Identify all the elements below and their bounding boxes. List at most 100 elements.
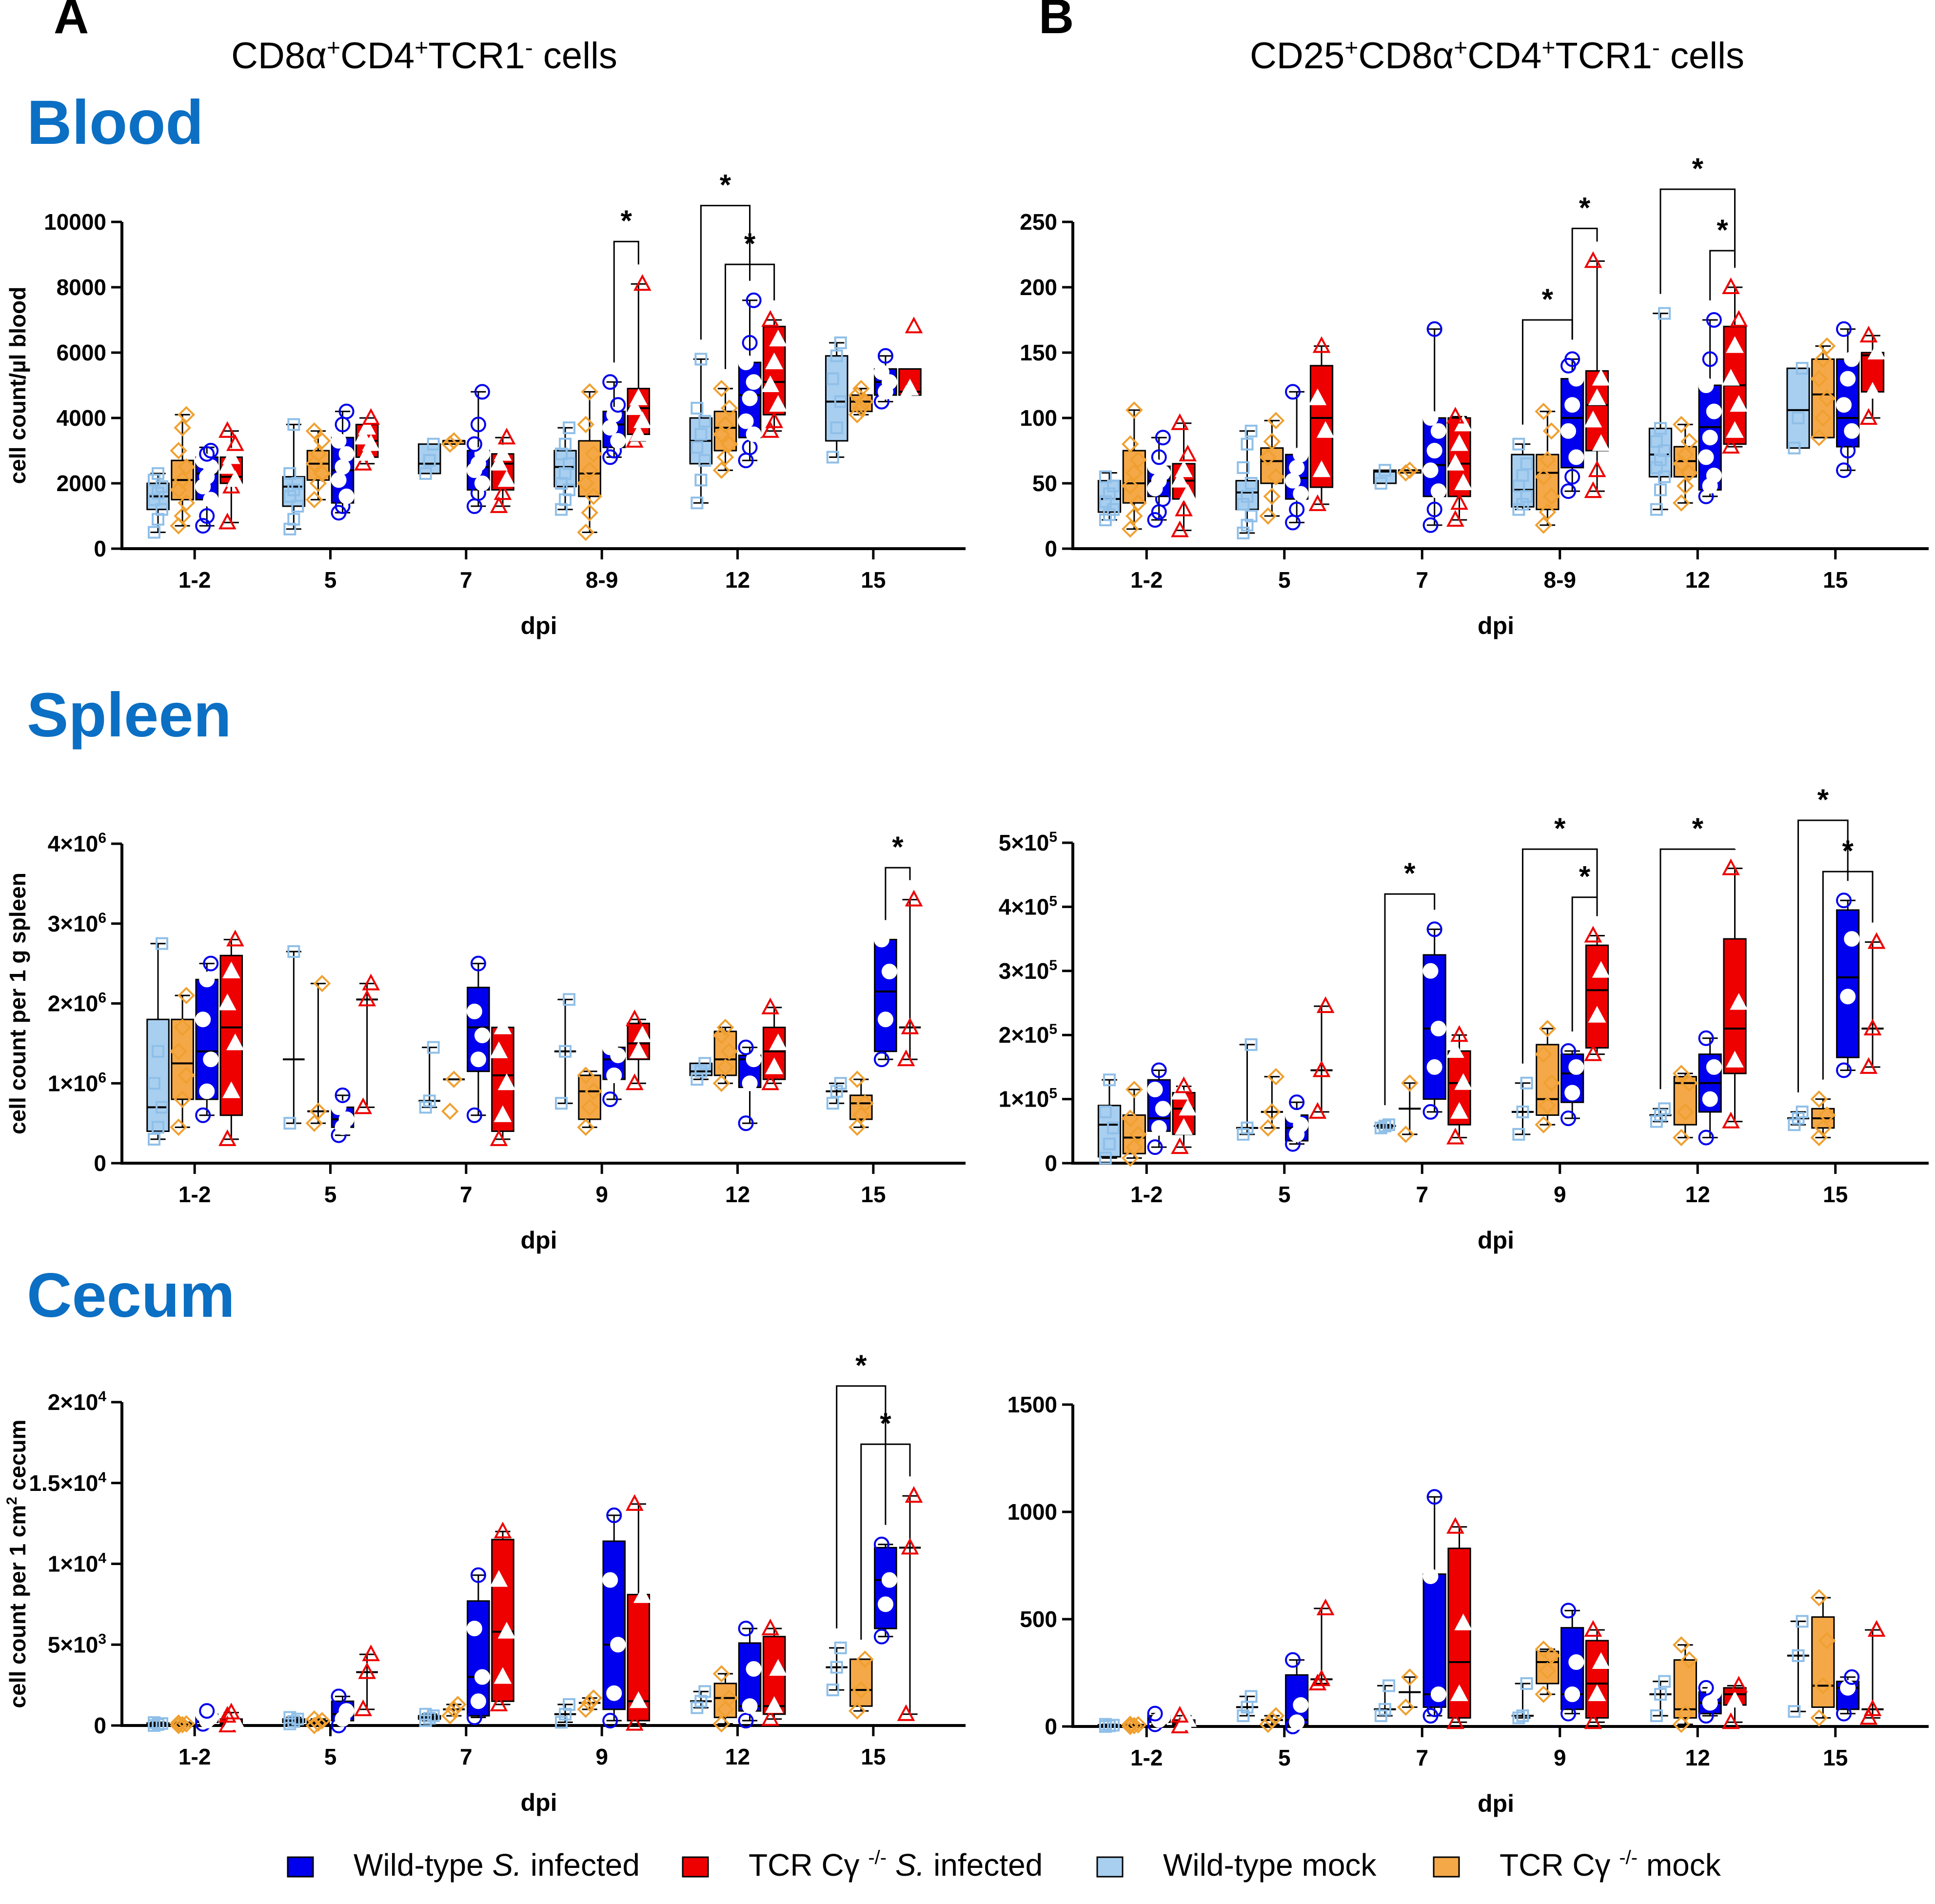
diamond-data-point bbox=[1818, 337, 1836, 355]
column-title-b: CD25+CD8α+CD4+TCR1- cells bbox=[1250, 35, 1744, 77]
column-title-part: cells bbox=[533, 35, 617, 77]
triangle-data-point bbox=[1867, 342, 1886, 359]
triangle-data-point bbox=[490, 1570, 508, 1587]
square-data-point bbox=[1374, 1121, 1387, 1134]
triangle-data-point bbox=[625, 398, 644, 415]
circle-data-point bbox=[199, 508, 215, 524]
diamond-data-point bbox=[848, 386, 866, 404]
triangle-data-point bbox=[490, 1694, 508, 1711]
square-data-point bbox=[694, 1695, 708, 1708]
square-data-point bbox=[1658, 444, 1671, 457]
circle-data-point bbox=[1698, 1680, 1714, 1696]
triangle-data-point bbox=[1312, 336, 1331, 353]
square-data-point bbox=[826, 372, 839, 385]
circle-data-point bbox=[602, 1572, 618, 1588]
circle-data-point bbox=[1564, 469, 1580, 485]
x-tick-label: 12 bbox=[725, 567, 750, 593]
diamond-data-point bbox=[178, 458, 195, 476]
circle-data-point bbox=[1285, 1652, 1301, 1668]
diamond-data-point bbox=[1535, 1045, 1553, 1063]
diamond-data-point bbox=[1818, 1106, 1836, 1124]
square-data-point bbox=[1788, 1705, 1801, 1718]
box-7-series-0 bbox=[1373, 469, 1397, 484]
square-data-point bbox=[423, 1094, 436, 1108]
triangle-data-point bbox=[218, 513, 237, 530]
box-5-series-3 bbox=[1310, 1005, 1333, 1113]
square-data-point bbox=[1244, 424, 1258, 437]
circle-data-point bbox=[1422, 462, 1439, 478]
box-iqr bbox=[1786, 367, 1810, 449]
diamond-data-point bbox=[720, 399, 738, 417]
diamond-data-point bbox=[1535, 1640, 1553, 1658]
triangle-data-point bbox=[633, 1586, 652, 1603]
y-axis-label: cell count per 1 g spleen bbox=[5, 873, 30, 1134]
diamond-data-point bbox=[1535, 1116, 1553, 1133]
diamond-data-point bbox=[577, 1067, 594, 1084]
diamond-data-point bbox=[1542, 487, 1560, 505]
circle-data-point bbox=[746, 374, 762, 390]
column-title-part: CD25 bbox=[1250, 35, 1344, 77]
column-title-part: CD4 bbox=[1467, 35, 1541, 77]
circle-data-point bbox=[1844, 351, 1860, 367]
legend-label: TCR Cγ -/- mock bbox=[1500, 1847, 1721, 1883]
triangle-data-point bbox=[218, 993, 237, 1011]
box-15-series-0 bbox=[1787, 1620, 1810, 1712]
significance-star: * bbox=[855, 1349, 867, 1382]
box-15-series-1 bbox=[849, 1078, 873, 1128]
significance-bracket bbox=[1797, 819, 1849, 1092]
circle-data-point bbox=[1426, 1489, 1442, 1505]
triangle-data-point bbox=[1446, 510, 1464, 527]
diamond-data-point bbox=[1121, 1149, 1139, 1167]
diamond-data-point bbox=[1814, 409, 1832, 427]
panel-letter-a: A bbox=[54, 0, 89, 44]
triangle-data-point bbox=[497, 470, 516, 487]
square-data-point bbox=[826, 1684, 839, 1697]
diamond-data-point bbox=[1121, 1718, 1139, 1735]
circle-data-point bbox=[738, 1621, 754, 1637]
x-tick-label: 12 bbox=[725, 1744, 750, 1769]
circle-data-point bbox=[742, 390, 758, 406]
triangle-data-point bbox=[1584, 1620, 1602, 1637]
box-15-series-3 bbox=[1861, 1629, 1884, 1719]
circle-data-point bbox=[1293, 486, 1309, 502]
square-data-point bbox=[287, 945, 300, 958]
square-data-point bbox=[1237, 526, 1250, 539]
diamond-data-point bbox=[712, 1715, 731, 1733]
square-data-point bbox=[694, 353, 708, 366]
circle-data-point bbox=[742, 1698, 758, 1714]
box-iqr bbox=[1097, 1105, 1122, 1158]
diamond-data-point bbox=[313, 432, 331, 450]
circle-data-point bbox=[1422, 963, 1439, 979]
square-data-point bbox=[423, 1712, 436, 1725]
box-iqr bbox=[171, 1018, 194, 1100]
x-tick-label: 7 bbox=[1416, 1182, 1428, 1207]
diamond-data-point bbox=[1676, 477, 1694, 495]
diamond-data-point bbox=[716, 1058, 734, 1076]
triangle-data-point bbox=[901, 1538, 919, 1555]
x-tick-label: 1-2 bbox=[178, 1744, 211, 1769]
y-tick-label: 1.5×104 bbox=[29, 1469, 106, 1496]
square-data-point bbox=[691, 441, 704, 454]
diamond-data-point bbox=[577, 416, 594, 434]
triangle-data-point bbox=[901, 378, 919, 396]
triangle-data-point bbox=[1726, 336, 1744, 353]
square-data-point bbox=[1654, 422, 1667, 435]
diamond-data-point bbox=[1129, 451, 1147, 469]
circle-data-point bbox=[1836, 321, 1852, 337]
circle-data-point bbox=[606, 1685, 622, 1701]
triangle-data-point bbox=[494, 1017, 512, 1034]
triangle-data-point bbox=[1446, 1128, 1464, 1145]
triangle-data-point bbox=[490, 454, 508, 471]
y-tick-label: 0 bbox=[1045, 536, 1057, 561]
diamond-data-point bbox=[1680, 1651, 1698, 1669]
chart-cecum-B: 0 500 1000 1500 1-2 5 7 9 12 15 dpi bbox=[1007, 1392, 1929, 1817]
x-axis-label: dpi bbox=[1478, 1227, 1514, 1254]
box-5-series-1 bbox=[307, 983, 329, 1124]
triangle-data-point bbox=[1312, 1669, 1331, 1686]
circle-data-point bbox=[1702, 430, 1718, 446]
triangle-data-point bbox=[494, 1521, 512, 1539]
circle-data-point bbox=[335, 1087, 351, 1103]
column-title-part: TCR1 bbox=[428, 35, 525, 77]
square-data-point bbox=[830, 421, 843, 435]
triangle-data-point bbox=[354, 1097, 372, 1114]
